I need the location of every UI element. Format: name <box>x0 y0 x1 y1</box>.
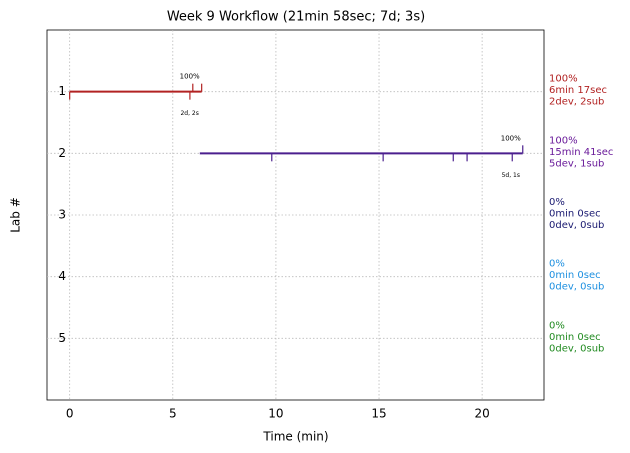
x-tick-label: 20 <box>474 407 489 421</box>
lab-annotation: 100% <box>549 135 578 146</box>
duration-label: 5d, 1s <box>502 172 520 179</box>
lab-annotation: 0% <box>549 259 565 270</box>
lab-annotation: 0% <box>549 197 565 208</box>
completion-label: 100% <box>501 134 521 142</box>
lab-annotation: 0min 0sec <box>549 332 601 343</box>
lab-annotation: 0min 0sec <box>549 209 601 220</box>
x-tick-label: 15 <box>371 407 386 421</box>
lab-annotation: 0% <box>549 320 565 331</box>
lab-annotation: 0dev, 0sub <box>549 343 604 354</box>
x-tick-label: 0 <box>66 407 74 421</box>
lab-annotation: 100% <box>549 74 578 85</box>
y-tick-label: 4 <box>58 269 66 283</box>
y-tick-label: 3 <box>58 208 66 222</box>
completion-label: 100% <box>180 73 200 81</box>
y-tick-label: 2 <box>58 146 66 160</box>
y-tick-label: 5 <box>58 331 66 345</box>
x-tick-label: 10 <box>268 407 283 421</box>
lab-annotation: 0dev, 0sub <box>549 220 604 231</box>
lab-annotation: 2dev, 2sub <box>549 97 604 108</box>
lab-annotation: 5dev, 1sub <box>549 158 604 169</box>
lab-annotation: 6min 17sec <box>549 85 607 96</box>
chart-title: Week 9 Workflow (21min 58sec; 7d; 3s) <box>167 10 425 25</box>
duration-label: 2d, 2s <box>180 110 198 117</box>
y-tick-label: 1 <box>58 84 66 98</box>
x-axis-label: Time (min) <box>262 430 328 444</box>
y-axis-label: Lab # <box>9 197 23 233</box>
x-tick-label: 5 <box>169 407 177 421</box>
lab-annotation: 15min 41sec <box>549 147 613 158</box>
lab-annotation: 0min 0sec <box>549 270 601 281</box>
lab-annotation: 0dev, 0sub <box>549 282 604 293</box>
